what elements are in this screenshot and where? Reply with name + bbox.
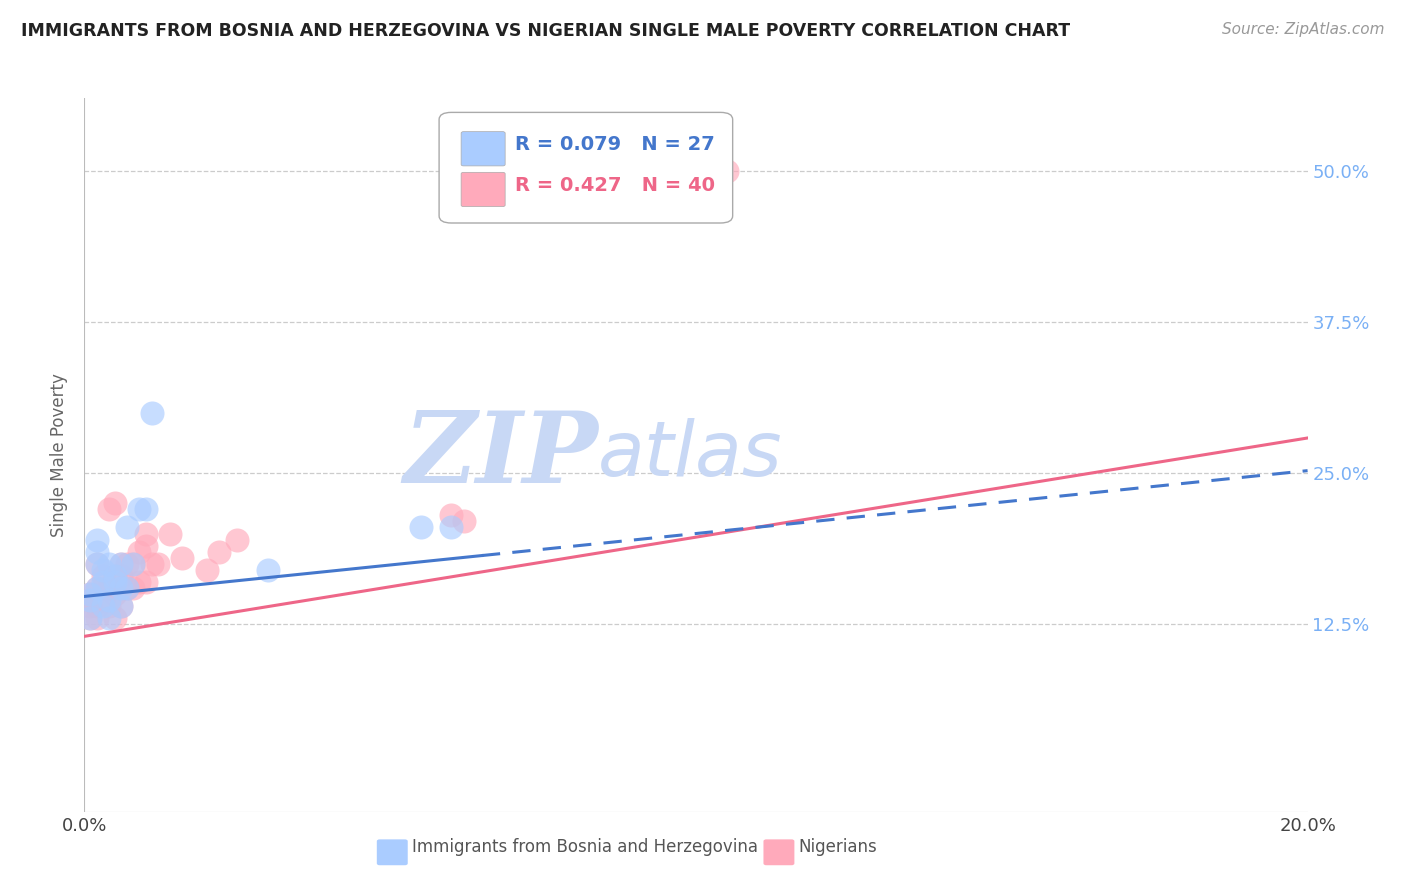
Point (208, 544, 231, 558)
Point (97, 581, 120, 595)
Text: Nigerians: Nigerians (799, 838, 877, 856)
Point (122, 557, 145, 571)
Point (86, 599, 108, 613)
Point (195, 563, 218, 577)
Point (409, 520, 432, 534)
Point (86, 544, 108, 558)
Point (91, 581, 114, 595)
Point (97, 502, 120, 516)
Point (86, 581, 108, 595)
Point (110, 599, 132, 613)
Text: Immigrants from Bosnia and Herzegovina: Immigrants from Bosnia and Herzegovina (412, 838, 758, 856)
Point (79, 587, 101, 601)
Point (79, 593, 101, 607)
Point (110, 581, 132, 595)
FancyBboxPatch shape (461, 132, 505, 166)
Point (141, 406, 163, 420)
Point (122, 581, 145, 595)
Point (257, 563, 280, 577)
Point (91, 593, 114, 607)
Point (79, 611, 101, 625)
Point (115, 581, 138, 595)
Point (135, 539, 157, 553)
Point (226, 533, 249, 547)
Point (141, 557, 163, 571)
Point (86, 533, 108, 547)
Point (146, 557, 169, 571)
Point (104, 569, 127, 583)
Point (91, 599, 114, 613)
Point (128, 502, 150, 516)
Point (172, 550, 194, 565)
Point (115, 557, 138, 571)
FancyBboxPatch shape (439, 112, 733, 223)
Point (115, 520, 138, 534)
Point (79, 611, 101, 625)
Point (86, 557, 108, 571)
Point (159, 526, 181, 541)
Point (97, 611, 120, 625)
Point (86, 611, 108, 625)
Point (110, 557, 132, 571)
Point (91, 574, 114, 589)
Point (104, 569, 127, 583)
Point (97, 593, 120, 607)
Point (128, 544, 150, 558)
Point (453, 515, 475, 529)
Point (104, 496, 127, 510)
Text: R = 0.427   N = 40: R = 0.427 N = 40 (515, 177, 714, 195)
Text: IMMIGRANTS FROM BOSNIA AND HERZEGOVINA VS NIGERIAN SINGLE MALE POVERTY CORRELATI: IMMIGRANTS FROM BOSNIA AND HERZEGOVINA V… (21, 22, 1070, 40)
Text: atlas: atlas (598, 418, 783, 491)
Point (122, 557, 145, 571)
Point (716, 163, 738, 178)
Point (135, 574, 157, 589)
Point (440, 508, 463, 523)
Point (115, 581, 138, 595)
Text: Source: ZipAtlas.com: Source: ZipAtlas.com (1222, 22, 1385, 37)
Point (110, 557, 132, 571)
Point (79, 593, 101, 607)
Point (91, 563, 114, 577)
Point (79, 599, 101, 613)
Point (86, 557, 108, 571)
Point (97, 599, 120, 613)
Point (104, 587, 127, 601)
Point (110, 599, 132, 613)
Point (91, 569, 114, 583)
Point (79, 587, 101, 601)
Point (86, 581, 108, 595)
Point (440, 520, 463, 534)
Point (104, 611, 127, 625)
Point (128, 574, 150, 589)
Point (135, 502, 157, 516)
Point (110, 569, 132, 583)
Point (104, 574, 127, 589)
FancyBboxPatch shape (461, 172, 505, 207)
Point (135, 526, 157, 541)
Text: R = 0.079   N = 27: R = 0.079 N = 27 (515, 135, 714, 154)
Text: ZIP: ZIP (404, 407, 598, 503)
Point (97, 557, 120, 571)
Y-axis label: Single Male Poverty: Single Male Poverty (51, 373, 69, 537)
